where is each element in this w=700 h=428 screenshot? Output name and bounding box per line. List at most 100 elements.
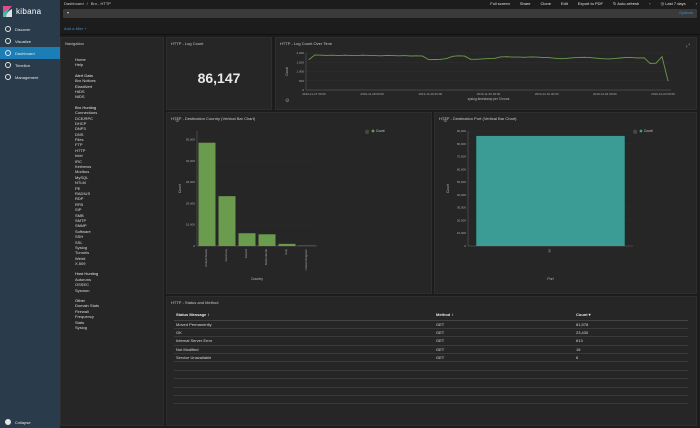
- nav-link-ssh[interactable]: SSH: [75, 234, 84, 240]
- nav-link-home[interactable]: Home: [75, 57, 86, 62]
- nav-link-sip[interactable]: SIP: [75, 207, 82, 213]
- data-point: [625, 56, 627, 58]
- data-point: [643, 57, 645, 59]
- search-input[interactable]: ▾ Options: [63, 9, 697, 18]
- nav-link-elastalert[interactable]: ElastAlert: [75, 83, 93, 89]
- sidebar-item-label: Dashboard: [15, 50, 35, 56]
- nav-link-connections[interactable]: Connections: [75, 110, 98, 116]
- nav-link-ntlm[interactable]: NTLM: [75, 180, 86, 186]
- data-point: [667, 80, 669, 82]
- nav-link-kerberos[interactable]: Kerberos: [75, 164, 92, 170]
- dashboard-icon: [5, 50, 11, 56]
- column-header-count[interactable]: Count ▾: [574, 310, 688, 321]
- data-point: [613, 58, 615, 59]
- nav-link-dnp3[interactable]: DNP3: [75, 126, 86, 132]
- top-action-clone[interactable]: Clone: [540, 1, 551, 6]
- nav-link-rfb[interactable]: RFB: [75, 201, 83, 207]
- data-point: [332, 54, 334, 56]
- y-tick-label: 20,000: [186, 201, 196, 205]
- column-header-method[interactable]: Method ↕: [434, 310, 574, 321]
- top-actions: Full screen Share Clone Edit Export to PDF ↻ …: [490, 1, 697, 6]
- nav-link-help[interactable]: Help: [75, 62, 84, 68]
- nav-link-smtp[interactable]: SMTP: [75, 217, 87, 223]
- nav-link-firewall[interactable]: Firewall: [75, 308, 89, 314]
- sidebar-item-visualize[interactable]: Visualize: [0, 35, 60, 47]
- nav-link-x-509[interactable]: X.509: [75, 261, 86, 267]
- sidebar-item-management[interactable]: Management: [0, 71, 60, 83]
- y-tick-label: 0: [302, 88, 304, 92]
- nav-link-dns[interactable]: DNS: [75, 131, 84, 137]
- brand[interactable]: kibana: [0, 0, 60, 22]
- nav-link-autoruns[interactable]: Autoruns: [75, 276, 92, 282]
- nav-link-bro-notices[interactable]: Bro Notices: [75, 78, 96, 84]
- top-action-arrow-6[interactable]: ‹: [649, 1, 651, 6]
- navigation-panel: Navigation Home Help Alert Data Bro Notices…: [60, 37, 164, 426]
- data-point: [631, 57, 633, 59]
- nav-link-domain-stats[interactable]: Domain Stats: [75, 303, 100, 309]
- nav-link-rdp[interactable]: RDP: [75, 196, 84, 202]
- data-point: [517, 56, 519, 58]
- data-point: [434, 59, 436, 60]
- nav-link-files[interactable]: Files: [75, 137, 84, 143]
- x-tick-label: 2019-11-27 00:00: [302, 92, 326, 96]
- top-action-last-7-days[interactable]: ◷ Last 7 days: [660, 1, 686, 6]
- nav-link-sysmon[interactable]: Sysmon: [75, 287, 90, 293]
- nav-link-smb[interactable]: SMB: [75, 212, 84, 218]
- collapse-button[interactable]: Collapse: [0, 416, 60, 428]
- top-action-export-to-pdf[interactable]: Export to PDF: [577, 1, 603, 6]
- nav-link-ssl[interactable]: SSL: [75, 239, 83, 245]
- query-language-caret-icon[interactable]: ▾: [67, 10, 70, 15]
- nav-link-radius[interactable]: RADIUS: [75, 190, 91, 196]
- sidebar-item-dashboard[interactable]: Dashboard: [0, 47, 60, 59]
- add-filter-link[interactable]: Add a filter +: [64, 26, 87, 31]
- data-point: [649, 62, 651, 64]
- legend-swatch: [371, 129, 375, 133]
- nav-link-snmp[interactable]: SNMP: [75, 223, 87, 229]
- nav-link-nids[interactable]: NIDS: [75, 94, 85, 100]
- nav-link-syslog[interactable]: Syslog: [75, 244, 88, 250]
- nav-link-software[interactable]: Software: [75, 228, 91, 234]
- options-button[interactable]: Options: [679, 10, 693, 15]
- empty-cell: [574, 370, 688, 380]
- top-action-full-screen[interactable]: Full screen: [490, 1, 510, 6]
- nav-link-ftp[interactable]: FTP: [75, 142, 83, 148]
- nav-link-http[interactable]: HTTP: [75, 147, 86, 153]
- top-action-edit[interactable]: Edit: [560, 1, 568, 6]
- data-point: [565, 57, 567, 59]
- data-point: [386, 54, 388, 56]
- y-axis-label: Count: [285, 67, 289, 76]
- legend-label: Count: [644, 129, 653, 133]
- breadcrumb-item[interactable]: Dashboard: [64, 1, 84, 6]
- empty-cell: [434, 370, 574, 380]
- gear-icon: ⚙: [285, 98, 290, 104]
- nav-link-dce-rpc[interactable]: DCE/RPC: [75, 115, 94, 121]
- data-point: [416, 55, 418, 57]
- breadcrumb-item[interactable]: Bro - HTTP: [90, 1, 111, 6]
- country-bar-chart: 0 10,000 20,000 30,000 40,000 50,000 United St…: [175, 118, 385, 281]
- data-point: [595, 57, 597, 59]
- nav-link-hids[interactable]: HIDS: [75, 88, 85, 94]
- nav-link-dhcp[interactable]: DHCP: [75, 120, 87, 126]
- nav-link-tunnels[interactable]: Tunnels: [75, 250, 90, 256]
- empty-cell: [434, 387, 574, 397]
- nav-link-modbus[interactable]: Modbus: [75, 169, 90, 175]
- collapse-icon: [5, 419, 11, 425]
- nav-link-syslog[interactable]: Syslog: [75, 324, 88, 330]
- top-action-arrow-8[interactable]: ›: [695, 1, 697, 6]
- column-header-status-message[interactable]: Status Message ↕: [174, 310, 434, 321]
- nav-link-intel[interactable]: Intel: [75, 153, 83, 159]
- nav-link-irc[interactable]: IRC: [75, 158, 82, 164]
- data-point: [559, 58, 561, 60]
- sidebar-item-timelion[interactable]: Timelion: [0, 59, 60, 71]
- sidebar-item-discover[interactable]: Discover: [0, 23, 60, 35]
- nav-link-ossec[interactable]: OSSEC: [75, 282, 90, 288]
- top-action-share[interactable]: Share: [519, 1, 531, 6]
- nav-link-frequency[interactable]: Frequency: [75, 314, 94, 320]
- nav-link-stats[interactable]: Stats: [75, 319, 85, 325]
- top-action-auto-refresh[interactable]: ↻ Auto-refresh: [612, 1, 640, 6]
- nav-link-mysql[interactable]: MySQL: [75, 174, 89, 180]
- nav-link-weird[interactable]: Weird: [75, 255, 86, 261]
- nav-link-pe[interactable]: PE: [75, 185, 81, 191]
- bar: [258, 234, 276, 246]
- y-axis-label: Count: [446, 184, 450, 193]
